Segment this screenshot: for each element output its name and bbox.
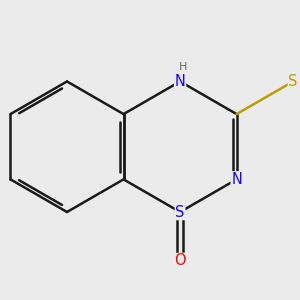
Text: H: H — [178, 62, 187, 72]
Text: N: N — [231, 172, 242, 187]
Text: N: N — [175, 74, 185, 89]
Text: O: O — [174, 254, 186, 268]
Text: S: S — [176, 205, 185, 220]
Text: S: S — [288, 74, 298, 89]
